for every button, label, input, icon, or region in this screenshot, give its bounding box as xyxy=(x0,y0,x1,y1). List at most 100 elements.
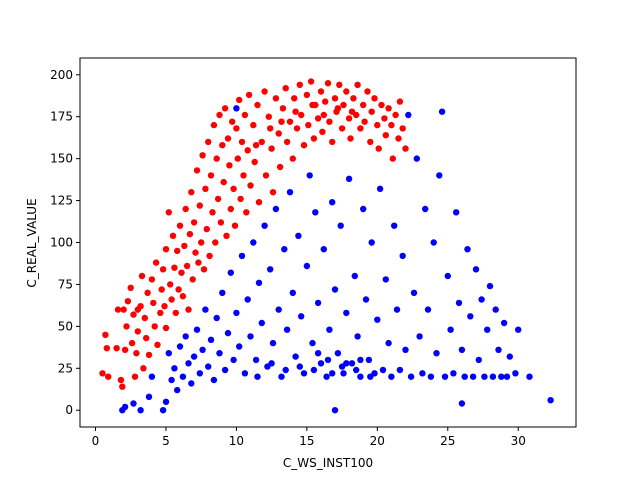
data-point-series-2 xyxy=(300,370,308,377)
data-point-series-1 xyxy=(209,209,216,216)
data-point-series-1 xyxy=(213,155,220,162)
data-point-series-1 xyxy=(385,105,392,112)
data-point-series-2 xyxy=(309,339,316,347)
data-point-series-1 xyxy=(172,309,179,317)
data-point-series-2 xyxy=(441,373,449,380)
data-point-series-1 xyxy=(162,246,170,253)
data-point-series-1 xyxy=(169,232,177,239)
data-point-series-1 xyxy=(396,98,404,105)
data-point-series-2 xyxy=(329,199,336,206)
data-point-series-2 xyxy=(447,326,454,333)
data-point-series-1 xyxy=(319,128,326,135)
data-point-series-1 xyxy=(216,111,223,119)
data-point-series-1 xyxy=(207,172,215,179)
data-point-series-2 xyxy=(407,373,415,380)
data-point-series-1 xyxy=(131,373,139,380)
data-point-series-2 xyxy=(385,339,392,347)
data-point-series-2 xyxy=(450,370,457,377)
data-point-series-2 xyxy=(353,366,360,374)
data-point-series-1 xyxy=(345,115,353,122)
data-point-series-1 xyxy=(247,182,254,189)
data-point-series-2 xyxy=(121,403,129,411)
data-point-series-2 xyxy=(515,326,522,333)
data-point-series-1 xyxy=(124,298,132,305)
data-point-series-1 xyxy=(137,303,144,310)
data-point-series-1 xyxy=(374,121,381,129)
data-point-series-1 xyxy=(338,125,346,132)
data-point-series-1 xyxy=(162,324,170,332)
data-point-series-1 xyxy=(182,205,189,213)
data-point-series-1 xyxy=(223,232,230,239)
data-point-series-1 xyxy=(193,167,201,174)
data-point-series-2 xyxy=(368,239,375,246)
data-point-series-2 xyxy=(469,373,477,380)
data-point-series-2 xyxy=(193,326,201,333)
data-point-series-1 xyxy=(196,202,203,209)
data-point-series-1 xyxy=(378,101,385,109)
data-point-series-1 xyxy=(251,158,258,166)
data-point-series-1 xyxy=(134,328,141,335)
data-point-series-1 xyxy=(165,209,172,216)
data-point-series-1 xyxy=(322,98,329,105)
data-point-series-2 xyxy=(227,269,234,276)
data-point-series-1 xyxy=(286,118,294,125)
data-point-series-2 xyxy=(345,175,353,182)
data-point-series-2 xyxy=(272,205,280,213)
data-point-series-1 xyxy=(354,81,361,89)
data-point-series-1 xyxy=(275,130,282,137)
data-point-series-1 xyxy=(217,219,225,226)
data-point-series-1 xyxy=(241,111,249,119)
data-point-series-1 xyxy=(103,345,111,352)
data-point-series-1 xyxy=(310,135,318,142)
data-point-series-1 xyxy=(340,101,347,109)
data-point-series-2 xyxy=(213,314,220,322)
data-point-series-1 xyxy=(262,172,270,179)
points-layer xyxy=(99,78,554,414)
x-axis-label: C_WS_INST100 xyxy=(283,456,373,470)
data-point-series-1 xyxy=(252,142,260,149)
data-point-series-1 xyxy=(99,370,106,377)
data-point-series-2 xyxy=(416,333,423,340)
data-point-series-2 xyxy=(357,373,364,380)
data-point-series-1 xyxy=(154,341,161,348)
data-point-series-1 xyxy=(227,205,234,213)
data-point-series-2 xyxy=(205,363,212,370)
data-point-series-1 xyxy=(240,172,247,179)
data-point-series-2 xyxy=(486,282,494,290)
data-point-series-1 xyxy=(200,266,208,273)
y-axis: 0 25 50 75 100 125 150 175 200 xyxy=(50,68,80,417)
data-point-series-1 xyxy=(183,262,191,270)
data-point-series-2 xyxy=(282,366,289,374)
data-point-series-1 xyxy=(324,80,332,87)
data-point-series-2 xyxy=(334,350,342,357)
data-point-series-1 xyxy=(161,303,168,310)
data-point-series-1 xyxy=(174,247,181,255)
data-point-series-1 xyxy=(145,351,153,359)
data-point-series-2 xyxy=(171,365,178,372)
data-point-series-2 xyxy=(176,343,184,350)
data-point-series-1 xyxy=(350,95,357,102)
data-point-series-1 xyxy=(343,88,350,95)
data-point-series-2 xyxy=(458,400,466,407)
data-point-series-1 xyxy=(300,142,308,149)
data-point-series-2 xyxy=(326,326,333,333)
data-point-series-1 xyxy=(202,185,209,192)
data-point-series-2 xyxy=(137,407,144,414)
data-point-series-1 xyxy=(244,147,251,154)
data-point-series-2 xyxy=(295,232,302,239)
data-point-series-2 xyxy=(230,356,237,364)
data-point-series-2 xyxy=(258,319,265,327)
data-point-series-1 xyxy=(289,155,296,162)
data-point-series-1 xyxy=(402,145,409,152)
data-point-series-2 xyxy=(283,326,291,333)
data-point-series-1 xyxy=(331,95,339,102)
data-point-series-1 xyxy=(250,121,257,129)
data-point-series-1 xyxy=(314,115,322,122)
data-point-series-1 xyxy=(347,135,354,142)
y-tick-label: 0 xyxy=(65,403,73,417)
data-point-series-1 xyxy=(181,242,188,250)
data-point-series-1 xyxy=(282,85,289,92)
data-point-series-2 xyxy=(453,209,460,216)
data-point-series-2 xyxy=(219,289,226,296)
data-point-series-1 xyxy=(168,296,175,303)
